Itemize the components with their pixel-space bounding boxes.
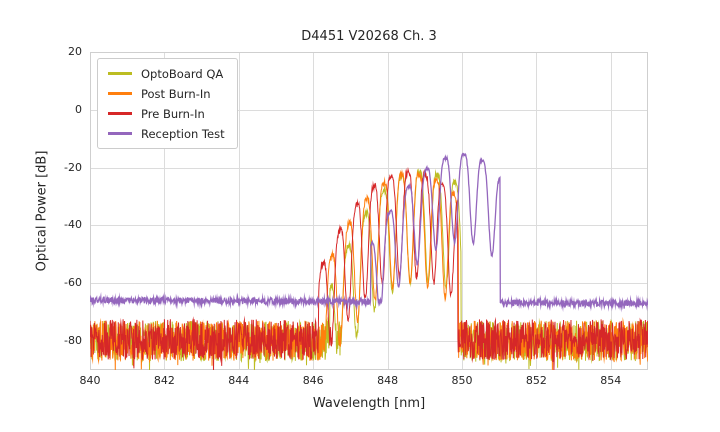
- x-tick-label: 854: [600, 374, 622, 387]
- y-tick-label: -80: [64, 334, 82, 348]
- x-tick-label: 842: [153, 374, 175, 387]
- legend-line-sample: [108, 92, 132, 95]
- legend: OptoBoard QA Post Burn-In Pre Burn-In Recep…: [97, 58, 238, 149]
- x-axis-label: Wavelength [nm]: [312, 396, 426, 411]
- x-tick-label: 846: [302, 374, 324, 387]
- legend-item: Reception Test: [108, 126, 225, 141]
- legend-label: Post Burn-In: [141, 86, 211, 101]
- legend-item: Post Burn-In: [108, 86, 225, 101]
- x-tick-label: 844: [228, 374, 250, 387]
- y-tick-label: -20: [64, 160, 82, 174]
- x-tick-label: 840: [79, 374, 101, 387]
- legend-item: OptoBoard QA: [108, 66, 225, 81]
- x-tick-label: 848: [377, 374, 399, 387]
- y-tick-label: -40: [64, 218, 82, 232]
- x-tick-label: 852: [525, 374, 547, 387]
- y-tick-label: 20: [68, 45, 82, 58]
- y-tick-label: -60: [64, 276, 82, 290]
- legend-label: Reception Test: [141, 126, 225, 141]
- x-tick-label: 850: [451, 374, 473, 387]
- y-tick-label: 0: [75, 102, 82, 116]
- legend-label: Pre Burn-In: [141, 106, 205, 121]
- legend-line-sample: [108, 132, 132, 135]
- legend-item: Pre Burn-In: [108, 106, 225, 121]
- legend-line-sample: [108, 72, 132, 75]
- chart-title: D4451 V20268 Ch. 3: [301, 29, 437, 44]
- legend-line-sample: [108, 112, 132, 115]
- legend-label: OptoBoard QA: [141, 66, 224, 81]
